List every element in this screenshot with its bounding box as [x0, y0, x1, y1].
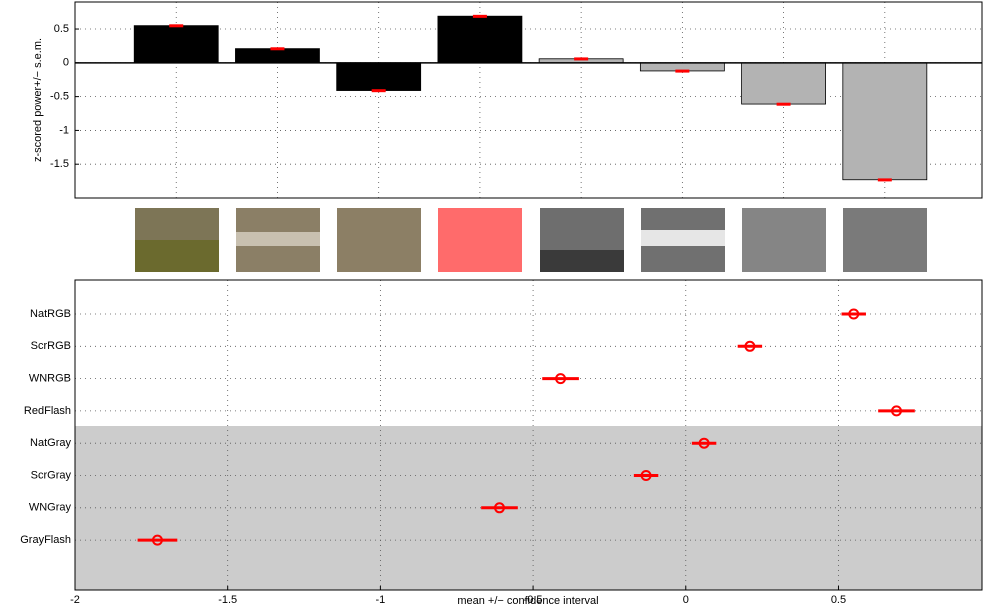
error-bar	[574, 57, 589, 61]
y-tick-label: -1.5	[50, 158, 69, 170]
error-bar	[472, 14, 487, 18]
thumbnail	[742, 208, 826, 272]
mean-marker	[698, 437, 710, 449]
error-bar	[371, 89, 386, 93]
y-tick-label: NatGray	[30, 437, 71, 449]
x-tick-label: -0.5	[524, 594, 543, 606]
mean-marker	[890, 405, 902, 417]
thumbnail	[135, 240, 219, 272]
y-tick-label: -1	[59, 124, 69, 136]
mean-marker	[151, 534, 163, 546]
bar	[741, 62, 826, 105]
error-bar	[776, 102, 791, 106]
x-tick-label: -1	[375, 594, 385, 606]
y-tick-label: ScrRGB	[31, 340, 71, 352]
thumbnail	[337, 208, 421, 272]
y-tick-label: NatRGB	[30, 308, 71, 320]
bar	[437, 15, 523, 64]
error-bar	[675, 69, 690, 73]
x-tick-label: 0.5	[831, 594, 846, 606]
y-tick-label: WNGray	[29, 502, 72, 514]
bar	[336, 62, 422, 91]
error-bar	[270, 47, 285, 51]
y-tick-label: 0.5	[54, 23, 69, 35]
mean-marker	[493, 502, 505, 514]
x-axis-label: mean +/− confidence interval	[457, 595, 598, 607]
x-tick-label: -1.5	[218, 594, 237, 606]
thumbnail	[236, 232, 320, 246]
y-tick-label: -0.5	[50, 91, 69, 103]
thumbnail	[641, 230, 725, 246]
x-tick-label: 0	[683, 594, 689, 606]
thumbnail	[843, 208, 927, 272]
y-tick-label: RedFlash	[24, 405, 71, 417]
y-axis-label: z-scored power+/− s.e.m.	[32, 38, 44, 162]
y-tick-label: ScrGray	[31, 469, 72, 481]
y-tick-label: 0	[63, 57, 69, 69]
thumbnail	[540, 250, 624, 272]
stimulus-thumbnails	[135, 208, 927, 272]
x-tick-label: -2	[70, 594, 80, 606]
axes-box	[74, 1, 983, 199]
bar	[133, 25, 219, 64]
mean-marker	[555, 373, 567, 385]
mean-marker	[744, 340, 756, 352]
axes-box	[74, 279, 983, 591]
bar	[842, 62, 928, 181]
mean-marker	[640, 470, 652, 481]
bar	[235, 48, 320, 64]
thumbnail	[438, 208, 522, 272]
y-tick-label: GrayFlash	[20, 534, 71, 546]
error-bar	[877, 178, 892, 182]
mean-marker	[848, 308, 860, 320]
y-tick-label: WNRGB	[29, 373, 71, 385]
error-bar	[169, 24, 184, 28]
